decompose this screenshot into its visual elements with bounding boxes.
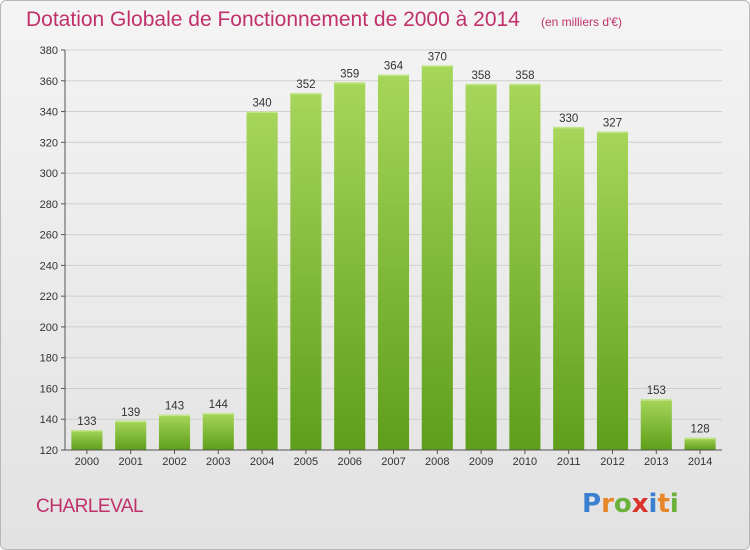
data-label: 364 [384, 61, 404, 73]
y-tick-label: 380 [40, 45, 58, 57]
bar-highlight [596, 131, 629, 134]
x-tick-label: 2002 [162, 456, 186, 468]
logo-letter: t [657, 489, 670, 519]
y-tick-label: 180 [40, 353, 58, 365]
x-tick-label: 2013 [644, 456, 668, 468]
bar-highlight [246, 111, 278, 114]
x-tick-label: 2001 [118, 456, 142, 468]
bar [202, 413, 234, 450]
bar-highlight [158, 414, 191, 417]
y-tick-label: 360 [40, 76, 58, 88]
data-label: 139 [121, 407, 140, 419]
y-tick-label: 120 [40, 445, 58, 457]
bar-highlight [377, 74, 410, 77]
y-tick-label: 280 [40, 199, 58, 211]
data-label: 144 [209, 399, 229, 411]
y-tick-label: 300 [40, 168, 58, 180]
x-tick-label: 2008 [425, 456, 449, 468]
commune-name: CHARLEVAL [36, 496, 144, 517]
bars [71, 65, 716, 451]
logo-letter: x [631, 489, 649, 519]
y-tick-label: 200 [40, 322, 58, 334]
x-tick-label: 2003 [206, 456, 230, 468]
bar [421, 65, 453, 450]
data-label: 133 [77, 416, 96, 428]
bar [596, 131, 629, 451]
x-tick-label: 2005 [294, 456, 318, 468]
bar [290, 93, 322, 451]
data-label: 359 [340, 68, 359, 80]
x-tick-label: 2004 [250, 456, 274, 468]
x-tick-label: 2012 [600, 456, 624, 468]
x-tick-label: 2011 [557, 456, 581, 468]
data-label: 128 [691, 424, 710, 436]
proxiti-logo: Proxiti [582, 489, 679, 519]
logo-letter: i [669, 489, 679, 519]
bar [465, 83, 497, 450]
x-tick-label: 2014 [688, 456, 712, 468]
y-tick-label: 160 [40, 383, 58, 395]
bar-highlight [640, 399, 672, 401]
y-tick-label: 140 [40, 414, 58, 426]
bar-highlight [509, 83, 541, 86]
bar [334, 82, 366, 451]
y-tick-label: 240 [40, 260, 58, 272]
y-tick-label: 340 [40, 107, 58, 119]
logo-letter: r [601, 489, 614, 519]
axes: 120 140 160 180 200 220 240 260 280 300 320 340 360 3… [40, 45, 722, 457]
data-label: 370 [428, 51, 447, 63]
bar-highlight [553, 126, 585, 129]
bar [553, 126, 585, 450]
bar-highlight [202, 413, 234, 415]
y-tick-label: 220 [40, 291, 58, 303]
logo-letter: P [582, 489, 602, 519]
bar [246, 111, 278, 451]
bar-highlight [465, 83, 497, 86]
data-label: 143 [165, 401, 184, 413]
y-tick-label: 320 [40, 137, 58, 149]
bar [640, 399, 672, 450]
bar [509, 83, 541, 450]
data-label: 352 [296, 79, 315, 91]
x-tick-label: 2009 [469, 456, 493, 468]
data-label: 340 [253, 98, 272, 110]
bar [684, 437, 716, 450]
bar-highlight [115, 420, 147, 423]
bar-highlight [290, 93, 322, 95]
x-tick-label: 2010 [513, 456, 537, 468]
x-tick-label: 2000 [75, 456, 99, 468]
bar [71, 430, 103, 450]
data-label: 358 [515, 70, 534, 82]
data-label: 358 [472, 70, 491, 82]
data-label: 327 [603, 118, 622, 130]
data-label: 330 [559, 113, 578, 125]
chart-title: Dotation Globale de Fonctionnement de 20… [26, 8, 520, 31]
labels: 133 2000 139 2001 143 2002 144 2003 340 2004 352 20… [75, 51, 713, 468]
x-tick-label: 2007 [381, 456, 405, 468]
x-tick-label: 2006 [337, 456, 361, 468]
bar-highlight [421, 65, 453, 67]
bar [115, 420, 147, 450]
y-tick-label: 260 [40, 230, 58, 242]
bar-highlight [334, 82, 366, 84]
logo-letter: i [648, 489, 658, 519]
bar [158, 414, 191, 450]
bar-highlight [684, 437, 716, 440]
bar-highlight [71, 430, 103, 432]
bar [377, 74, 410, 450]
unit-label: (en milliers d'€) [541, 15, 622, 29]
data-label: 153 [647, 385, 666, 397]
logo-letter: o [613, 489, 632, 519]
